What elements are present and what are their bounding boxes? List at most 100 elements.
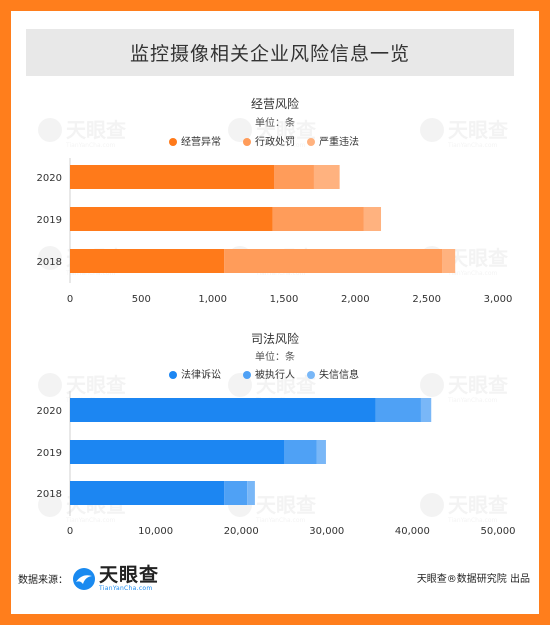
legend-label: 被执行人	[255, 368, 295, 381]
bar-segment	[316, 440, 326, 464]
legend-marker	[243, 371, 251, 379]
bar-segment	[70, 440, 284, 464]
bar-segment	[375, 398, 421, 422]
category-label: 2018	[37, 257, 62, 268]
watermark-logo-icon	[420, 373, 444, 397]
watermark-name: 天眼查	[256, 373, 316, 397]
watermark-logo-icon	[38, 118, 62, 142]
category-label: 2018	[37, 489, 62, 500]
legend-label: 法律诉讼	[181, 368, 221, 381]
bar-segment	[70, 249, 225, 273]
bar-segment	[224, 481, 248, 505]
data-source: 数据来源： 天眼查 TianYanCha.com	[18, 565, 159, 592]
legend-label: 严重违法	[319, 135, 359, 148]
watermark-name: 天眼查	[448, 373, 508, 397]
category-label: 2019	[37, 448, 62, 459]
bar-segment	[284, 440, 317, 464]
bar-segment	[420, 398, 432, 422]
watermark-domain: TianYanCha.com	[255, 517, 305, 524]
legend-marker	[307, 371, 315, 379]
watermark-name: 天眼查	[448, 246, 508, 270]
logo-domain: TianYanCha.com	[99, 585, 153, 592]
watermark-layer: 天眼查TianYanCha.com天眼查TianYanCha.com天眼查Tia…	[38, 118, 508, 524]
legend-marker	[307, 138, 315, 146]
legend-marker	[169, 371, 177, 379]
watermark-logo-icon	[228, 373, 252, 397]
watermark-domain: TianYanCha.com	[255, 270, 305, 277]
legend-marker	[243, 138, 251, 146]
watermark-logo-icon	[38, 246, 62, 270]
watermark-domain: TianYanCha.com	[65, 142, 115, 149]
bar-segment	[70, 398, 376, 422]
bar-segment	[247, 481, 255, 505]
watermark-logo-icon	[38, 493, 62, 517]
bar-segment	[363, 207, 382, 231]
chart-unit-label: 单位：条	[255, 116, 295, 129]
x-tick-label: 500	[132, 294, 151, 305]
watermark-name: 天眼查	[448, 118, 508, 142]
watermark-logo-icon	[420, 493, 444, 517]
category-label: 2019	[37, 215, 62, 226]
watermark-domain: TianYanCha.com	[447, 517, 497, 524]
bar-segment	[274, 165, 314, 189]
chart-title: 司法风险	[251, 331, 299, 346]
legend-label: 行政处罚	[255, 135, 295, 148]
x-tick-label: 1,500	[270, 294, 299, 305]
watermark-name: 天眼查	[256, 118, 316, 142]
bar-segment	[272, 207, 364, 231]
watermark-logo-icon	[420, 118, 444, 142]
x-tick-label: 3,000	[484, 294, 513, 305]
x-tick-label: 0	[67, 526, 73, 537]
tianyancha-logo: 天眼查 TianYanCha.com	[72, 565, 159, 592]
x-tick-label: 50,000	[481, 526, 516, 537]
chart-title: 经营风险	[251, 96, 299, 111]
legend-label: 经营异常	[181, 135, 221, 148]
watermark-name: 天眼查	[66, 373, 126, 397]
title-bar: 监控摄像相关企业风险信息一览	[26, 29, 514, 76]
bar-segment	[70, 481, 225, 505]
x-tick-label: 40,000	[395, 526, 430, 537]
logo-name: 天眼查	[99, 564, 160, 586]
bar-segment	[224, 249, 443, 273]
watermark-logo-icon	[38, 373, 62, 397]
watermark-domain: TianYanCha.com	[65, 270, 115, 277]
watermark-domain: TianYanCha.com	[65, 517, 115, 524]
watermark-domain: TianYanCha.com	[447, 142, 497, 149]
watermark-logo-icon	[228, 118, 252, 142]
watermark-name: 天眼查	[66, 118, 126, 142]
x-tick-label: 2,500	[412, 294, 441, 305]
x-tick-label: 30,000	[309, 526, 344, 537]
watermark-domain: TianYanCha.com	[447, 270, 497, 277]
watermark-name: 天眼查	[448, 493, 508, 517]
watermark-name: 天眼查	[256, 493, 316, 517]
page-title: 监控摄像相关企业风险信息一览	[129, 43, 410, 65]
chart-unit-label: 单位：条	[255, 350, 295, 363]
x-tick-label: 1,000	[198, 294, 227, 305]
bar-segment	[313, 165, 340, 189]
legend-label: 失信信息	[319, 368, 359, 381]
bar-segment	[70, 207, 273, 231]
category-label: 2020	[37, 173, 62, 184]
legend-marker	[169, 138, 177, 146]
source-label: 数据来源：	[18, 575, 68, 586]
watermark-domain: TianYanCha.com	[255, 142, 305, 149]
credit: 天眼查®数据研究院 出品	[416, 574, 530, 585]
x-tick-label: 20,000	[224, 526, 259, 537]
bar-segment	[442, 249, 456, 273]
watermark-domain: TianYanCha.com	[447, 397, 497, 404]
bar-segment	[70, 165, 275, 189]
tianyancha-logo-icon	[73, 567, 95, 590]
x-tick-label: 0	[67, 294, 73, 305]
category-label: 2020	[37, 406, 62, 417]
x-tick-label: 10,000	[138, 526, 173, 537]
chart-frame	[11, 11, 539, 614]
